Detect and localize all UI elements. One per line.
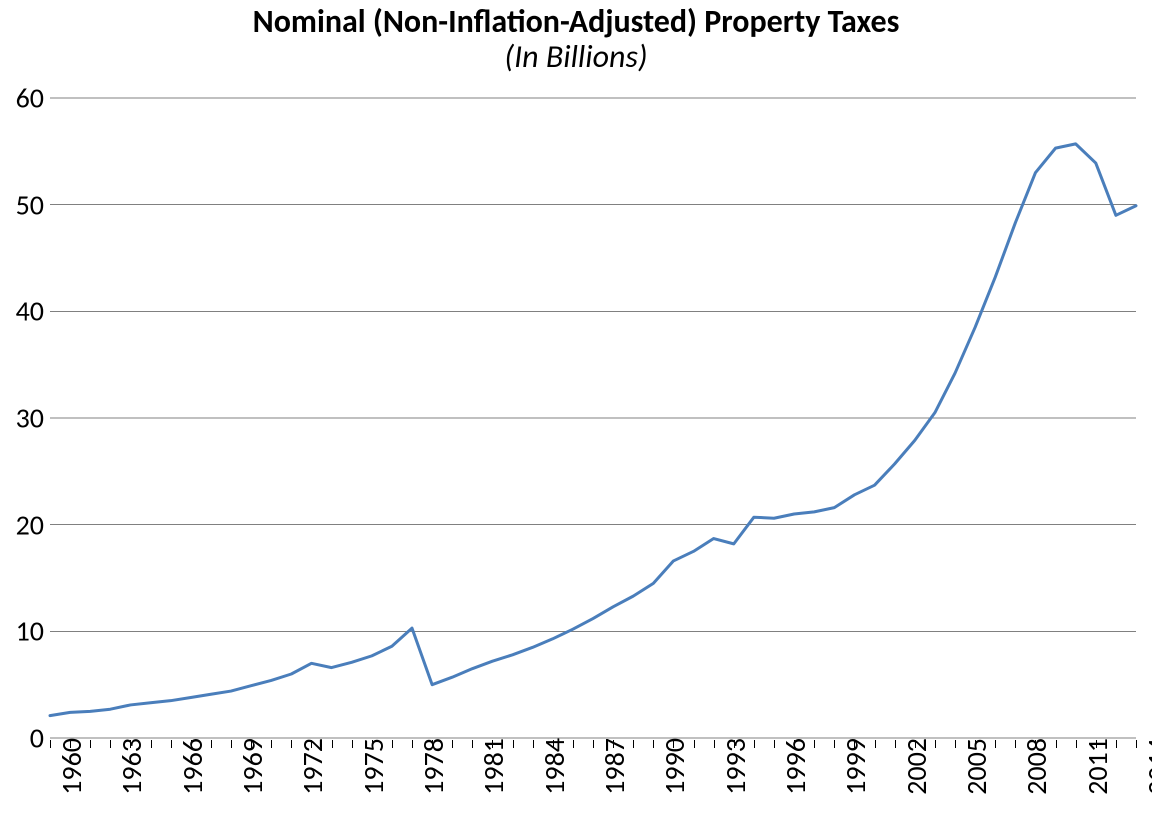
- chart-container: Nominal (Non-Inflation-Adjusted) Propert…: [0, 0, 1152, 822]
- x-tick-label: 2008: [1009, 738, 1054, 795]
- x-tick-mark: [875, 740, 876, 748]
- y-tick-label: 20: [16, 507, 50, 542]
- chart-subtitle: (In Billions): [0, 39, 1152, 74]
- x-tick-mark: [332, 740, 333, 748]
- y-tick-label: 50: [16, 187, 50, 222]
- chart-title-block: Nominal (Non-Inflation-Adjusted) Propert…: [0, 4, 1152, 74]
- plot-area: 0102030405060196019631966196919721975197…: [50, 98, 1136, 738]
- x-tick-label: 2014: [1130, 738, 1152, 795]
- x-tick-mark: [1056, 740, 1057, 748]
- x-tick-label: 1993: [708, 738, 753, 795]
- x-tick-mark: [935, 740, 936, 748]
- y-tick-label: 60: [16, 81, 50, 116]
- x-tick-mark: [995, 740, 996, 748]
- x-tick-mark: [573, 740, 574, 748]
- x-tick-label: 2011: [1070, 738, 1115, 795]
- x-tick-label: 1978: [406, 738, 451, 795]
- x-tick-label: 1984: [527, 738, 572, 795]
- x-tick-label: 1975: [346, 738, 391, 795]
- y-tick-label: 10: [16, 614, 50, 649]
- x-tick-mark: [392, 740, 393, 748]
- x-tick-mark: [513, 740, 514, 748]
- x-tick-label: 1990: [647, 738, 692, 795]
- x-tick-mark: [452, 740, 453, 748]
- x-tick-label: 2002: [889, 738, 934, 795]
- x-tick-mark: [151, 740, 152, 748]
- x-tick-label: 1969: [225, 738, 270, 795]
- x-tick-mark: [1116, 740, 1117, 748]
- y-tick-label: 30: [16, 401, 50, 436]
- x-tick-mark: [90, 740, 91, 748]
- x-tick-label: 1972: [285, 738, 330, 795]
- x-tick-label: 1996: [768, 738, 813, 795]
- chart-title: Nominal (Non-Inflation-Adjusted) Propert…: [0, 4, 1152, 39]
- x-tick-mark: [814, 740, 815, 748]
- data-line: [50, 98, 1136, 738]
- y-tick-label: 40: [16, 294, 50, 329]
- x-tick-label: 1966: [165, 738, 210, 795]
- x-tick-label: 1981: [466, 738, 511, 795]
- x-tick-label: 1999: [828, 738, 873, 795]
- x-tick-mark: [754, 740, 755, 748]
- x-tick-label: 1960: [44, 738, 89, 795]
- x-tick-label: 1987: [587, 738, 632, 795]
- x-tick-mark: [211, 740, 212, 748]
- x-tick-label: 1963: [104, 738, 149, 795]
- x-tick-label: 2005: [949, 738, 994, 795]
- x-tick-mark: [694, 740, 695, 748]
- x-tick-mark: [271, 740, 272, 748]
- x-tick-mark: [633, 740, 634, 748]
